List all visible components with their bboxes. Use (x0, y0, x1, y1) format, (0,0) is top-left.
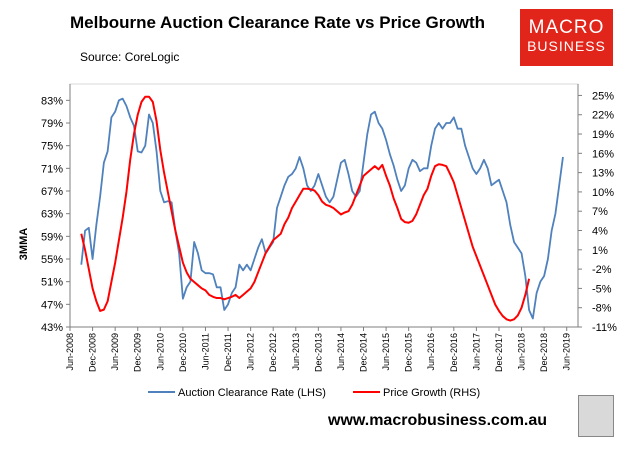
right-tick-label: 19% (592, 129, 614, 141)
left-axis-ticks: 43% 47% 51% 55% 59% 63% 67% 71% 75% 79% 83% (41, 95, 70, 334)
right-tick-label: 10% (592, 187, 614, 199)
x-tick-label: Dec-2017 (494, 333, 504, 372)
macrobusiness-logo: MACRO BUSINESS (520, 9, 613, 66)
right-tick-label: 13% (592, 168, 614, 180)
x-tick-label: Dec-2016 (449, 333, 459, 372)
legend-label-clearance: Auction Clearance Rate (LHS) (178, 387, 326, 399)
right-tick-label: 7% (592, 206, 608, 218)
x-tick-label: Dec-2010 (178, 333, 188, 372)
left-tick-label: 67% (41, 186, 63, 198)
x-tick-label: Dec-2014 (359, 333, 369, 372)
left-tick-label: 43% (41, 322, 63, 334)
x-axis-ticks: Jun-2008 Dec-2008 Jun-2009 Dec-2009 Jun-2010… (65, 327, 572, 372)
legend-label-price: Price Growth (RHS) (383, 387, 480, 399)
x-tick-label: Jun-2019 (562, 333, 572, 371)
series-line-clearance-rate (80, 97, 564, 320)
right-tick-label: 1% (592, 245, 608, 257)
left-tick-label: 55% (41, 254, 63, 266)
x-tick-label: Dec-2009 (133, 333, 143, 372)
x-tick-label: Jun-2014 (336, 333, 346, 371)
x-tick-label: Jun-2009 (110, 333, 120, 371)
plot-area-border (69, 83, 579, 328)
left-tick-label: 71% (41, 163, 63, 175)
x-tick-label: Dec-2015 (404, 333, 414, 372)
left-tick-label: 83% (41, 95, 63, 107)
x-tick-label: Jun-2018 (517, 333, 527, 371)
left-tick-label: 75% (41, 141, 63, 153)
x-tick-label: Jun-2010 (155, 333, 165, 371)
right-tick-label: 16% (592, 148, 614, 160)
x-tick-label: Jun-2015 (381, 333, 391, 371)
x-tick-label: Dec-2011 (223, 333, 233, 371)
x-tick-label: Jun-2017 (471, 333, 481, 371)
x-tick-label: Dec-2012 (268, 333, 278, 372)
right-tick-label: -2% (592, 264, 612, 276)
left-tick-label: 51% (41, 277, 63, 289)
right-tick-label: 25% (592, 90, 614, 102)
x-tick-label: Jun-2011 (200, 333, 210, 370)
right-tick-label: -8% (592, 303, 612, 315)
left-tick-label: 47% (41, 299, 63, 311)
logo-text-macro: MACRO (528, 17, 605, 38)
logo-text-business: BUSINESS (527, 38, 606, 54)
chart-title: Melbourne Auction Clearance Rate vs Pric… (70, 13, 486, 32)
x-tick-label: Dec-2018 (539, 333, 549, 372)
right-tick-label: -11% (592, 322, 617, 334)
website-url: www.macrobusiness.com.au (328, 412, 548, 429)
right-axis-ticks: -11% -8% -5% -2% 1% 4% 7% 10% 13% 16% 19% 22% 25% (578, 90, 617, 334)
left-tick-label: 63% (41, 209, 63, 221)
left-tick-label: 59% (41, 231, 63, 243)
wolf-logo-icon (578, 395, 614, 437)
x-tick-label: Jun-2012 (246, 333, 256, 371)
x-tick-label: Jun-2016 (426, 333, 436, 371)
left-tick-label: 79% (41, 118, 63, 130)
right-tick-label: 4% (592, 226, 608, 238)
legend: Auction Clearance Rate (LHS) Price Growt… (148, 387, 480, 399)
series-line-price-growth (80, 95, 531, 322)
x-tick-label: Jun-2008 (65, 333, 75, 371)
right-tick-label: 22% (592, 110, 614, 122)
x-tick-label: Dec-2013 (313, 333, 323, 372)
x-tick-label: Jun-2013 (291, 333, 301, 371)
chart-source: Source: CoreLogic (80, 50, 180, 64)
x-tick-label: Dec-2008 (88, 333, 98, 372)
right-tick-label: -5% (592, 283, 612, 295)
